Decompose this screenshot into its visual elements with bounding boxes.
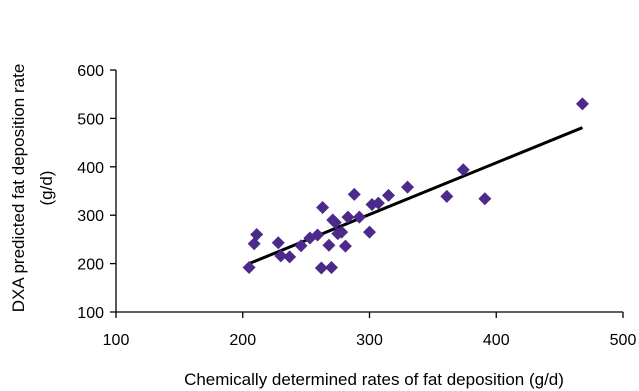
- data-point: [382, 188, 396, 202]
- data-point: [371, 196, 385, 210]
- data-point: [294, 239, 308, 253]
- data-point: [271, 236, 285, 250]
- data-point: [324, 260, 338, 274]
- data-point: [335, 225, 349, 239]
- data-point: [575, 97, 589, 111]
- ticks-layer: 100 200 300 400 500 600 100 200 300 400 500: [77, 63, 636, 349]
- data-point: [250, 228, 264, 242]
- data-point: [478, 192, 492, 206]
- data-point: [242, 260, 256, 274]
- x-tick-label: 400: [483, 332, 510, 349]
- x-tick-label: 500: [610, 332, 637, 349]
- x-axis-title: Chemically determined rates of fat depos…: [184, 370, 564, 389]
- trendline-layer: [248, 126, 584, 265]
- data-point: [314, 261, 328, 275]
- data-point: [328, 215, 342, 229]
- data-point: [440, 189, 454, 203]
- y-axis-title: DXA predicted fat deposition rate (g/d): [9, 64, 56, 313]
- data-point: [352, 210, 366, 224]
- y-tick-label: 200: [77, 257, 104, 274]
- x-tick-label: 100: [103, 332, 130, 349]
- data-point: [456, 163, 470, 177]
- data-point: [363, 225, 376, 239]
- y-tick-label: 300: [77, 208, 104, 225]
- y-axis-title-line-1: DXA predicted fat deposition rate: [9, 64, 28, 313]
- data-point: [401, 180, 415, 194]
- data-point: [283, 250, 297, 264]
- data-point: [311, 228, 325, 242]
- data-point: [316, 200, 330, 214]
- x-tick-label: 200: [229, 332, 256, 349]
- y-tick-label: 500: [77, 111, 104, 128]
- data-point: [322, 238, 336, 252]
- data-point: [274, 249, 288, 263]
- y-tick-label: 400: [77, 160, 104, 177]
- y-axis-title-line-2: (g/d): [37, 171, 56, 206]
- data-point: [347, 187, 361, 201]
- data-point: [341, 210, 355, 224]
- points-layer: [242, 97, 589, 275]
- data-point: [338, 239, 352, 253]
- trendline: [248, 126, 584, 265]
- data-point: [247, 237, 261, 251]
- y-tick-label: 100: [77, 305, 104, 322]
- y-tick-label: 600: [77, 63, 104, 80]
- x-tick-label: 300: [356, 332, 383, 349]
- axes-layer: [115, 70, 623, 313]
